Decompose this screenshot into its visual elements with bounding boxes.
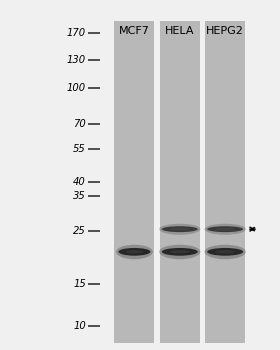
Bar (205, 21, 245, 343)
Ellipse shape (116, 245, 153, 259)
Ellipse shape (126, 250, 143, 253)
Text: 100: 100 (67, 83, 86, 92)
Bar (160, 21, 200, 343)
Text: 55: 55 (73, 145, 86, 154)
Ellipse shape (159, 245, 200, 259)
Ellipse shape (118, 248, 150, 256)
Bar (102, 21, 248, 343)
Ellipse shape (215, 228, 235, 230)
Text: 35: 35 (73, 191, 86, 201)
Ellipse shape (204, 245, 246, 259)
Text: MCF7: MCF7 (119, 26, 150, 36)
Ellipse shape (162, 248, 198, 256)
Ellipse shape (207, 248, 243, 256)
Ellipse shape (159, 224, 200, 235)
Text: 70: 70 (73, 119, 86, 130)
Text: 40: 40 (73, 177, 86, 188)
Bar (115, 21, 155, 343)
Ellipse shape (215, 250, 235, 253)
Text: 25: 25 (73, 226, 86, 236)
Text: HEPG2: HEPG2 (206, 26, 244, 36)
Text: 170: 170 (67, 28, 86, 37)
Ellipse shape (170, 250, 190, 253)
Text: HELA: HELA (165, 26, 195, 36)
Ellipse shape (204, 224, 246, 235)
Text: 130: 130 (67, 55, 86, 65)
Text: 10: 10 (73, 321, 86, 331)
Ellipse shape (170, 228, 190, 230)
Text: 15: 15 (73, 279, 86, 289)
Ellipse shape (207, 226, 243, 232)
Ellipse shape (162, 226, 198, 232)
